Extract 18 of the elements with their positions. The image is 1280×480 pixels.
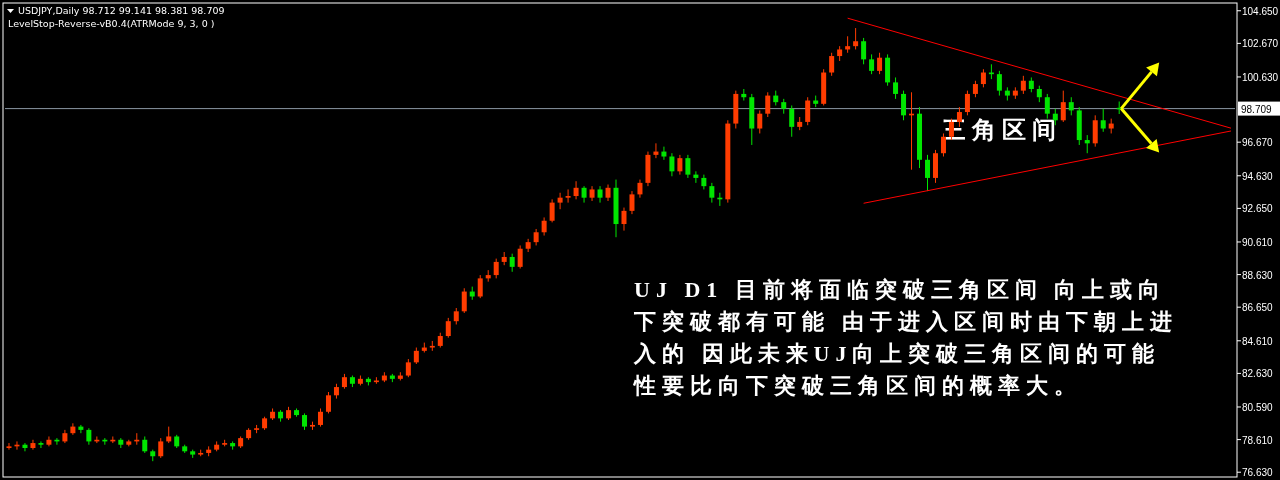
y-tick-label: 92.650 xyxy=(1242,203,1274,215)
y-tick-label: 80.590 xyxy=(1242,402,1274,413)
ref-line-label: 98.709 xyxy=(1241,103,1273,115)
y-tick-label: 96.670 xyxy=(1242,137,1274,149)
text: LevelStop-Reverse-vB0.4(ATRMode 9, 3, 0 ) xyxy=(8,18,215,29)
y-tick-label: 88.630 xyxy=(1242,269,1274,281)
y-tick-label: 86.650 xyxy=(1242,302,1274,314)
y-tick-label: 84.610 xyxy=(1242,335,1274,347)
y-tick-label: 104.650 xyxy=(1242,5,1279,17)
y-tick-label: 76.630 xyxy=(1242,467,1274,479)
y-tick-label: 78.610 xyxy=(1242,434,1274,446)
annotation: UJ D1 目前将面临突破三角区间 向上或向下突破都有可能 由于进入区间时由下朝上进入的 因此未来UJ向上突破三角区间的可能性要比向下突破三角区间的概率大。 xyxy=(634,276,1179,400)
y-tick-label: 82.630 xyxy=(1242,368,1274,380)
y-tick-label: 100.630 xyxy=(1242,71,1279,83)
y-tick-label: 90.610 xyxy=(1242,236,1274,248)
y-tick-label: 94.630 xyxy=(1242,170,1274,182)
chart-title: USDJPY,Daily 98.712 99.141 98.381 98.709 xyxy=(18,5,225,16)
y-tick-label: 102.670 xyxy=(1242,38,1279,50)
